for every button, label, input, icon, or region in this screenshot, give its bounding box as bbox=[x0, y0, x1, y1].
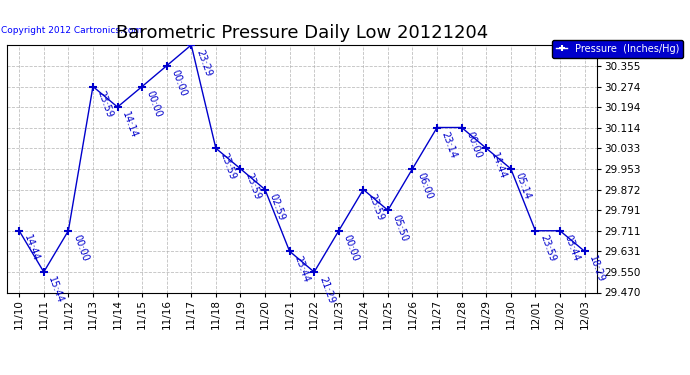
Text: 23:29: 23:29 bbox=[194, 48, 213, 78]
Legend: Pressure  (Inches/Hg): Pressure (Inches/Hg) bbox=[552, 40, 683, 58]
Text: 00:00: 00:00 bbox=[464, 130, 483, 160]
Title: Barometric Pressure Daily Low 20121204: Barometric Pressure Daily Low 20121204 bbox=[116, 24, 488, 42]
Text: 23:59: 23:59 bbox=[366, 192, 385, 222]
Text: 14:44: 14:44 bbox=[489, 151, 508, 180]
Text: 23:59: 23:59 bbox=[96, 89, 115, 119]
Text: 23:44: 23:44 bbox=[293, 254, 311, 284]
Text: 06:00: 06:00 bbox=[415, 171, 434, 201]
Text: 05:14: 05:14 bbox=[513, 171, 533, 201]
Text: 21:29: 21:29 bbox=[317, 275, 336, 304]
Text: 05:50: 05:50 bbox=[391, 213, 410, 243]
Text: 02:59: 02:59 bbox=[268, 192, 287, 222]
Text: 00:00: 00:00 bbox=[71, 234, 90, 263]
Text: 23:59: 23:59 bbox=[219, 151, 237, 181]
Text: 23:14: 23:14 bbox=[440, 130, 459, 160]
Text: 23:59: 23:59 bbox=[538, 234, 557, 263]
Text: 18:29: 18:29 bbox=[587, 254, 607, 284]
Text: Copyright 2012 Cartronics.com: Copyright 2012 Cartronics.com bbox=[1, 26, 142, 35]
Text: 15:44: 15:44 bbox=[46, 275, 66, 304]
Text: 23:59: 23:59 bbox=[243, 171, 262, 201]
Text: 03:44: 03:44 bbox=[563, 234, 582, 263]
Text: 00:00: 00:00 bbox=[170, 69, 188, 98]
Text: 00:00: 00:00 bbox=[342, 234, 360, 263]
Text: 00:00: 00:00 bbox=[145, 89, 164, 119]
Text: 14:14: 14:14 bbox=[120, 110, 139, 139]
Text: 14:44: 14:44 bbox=[22, 234, 41, 263]
